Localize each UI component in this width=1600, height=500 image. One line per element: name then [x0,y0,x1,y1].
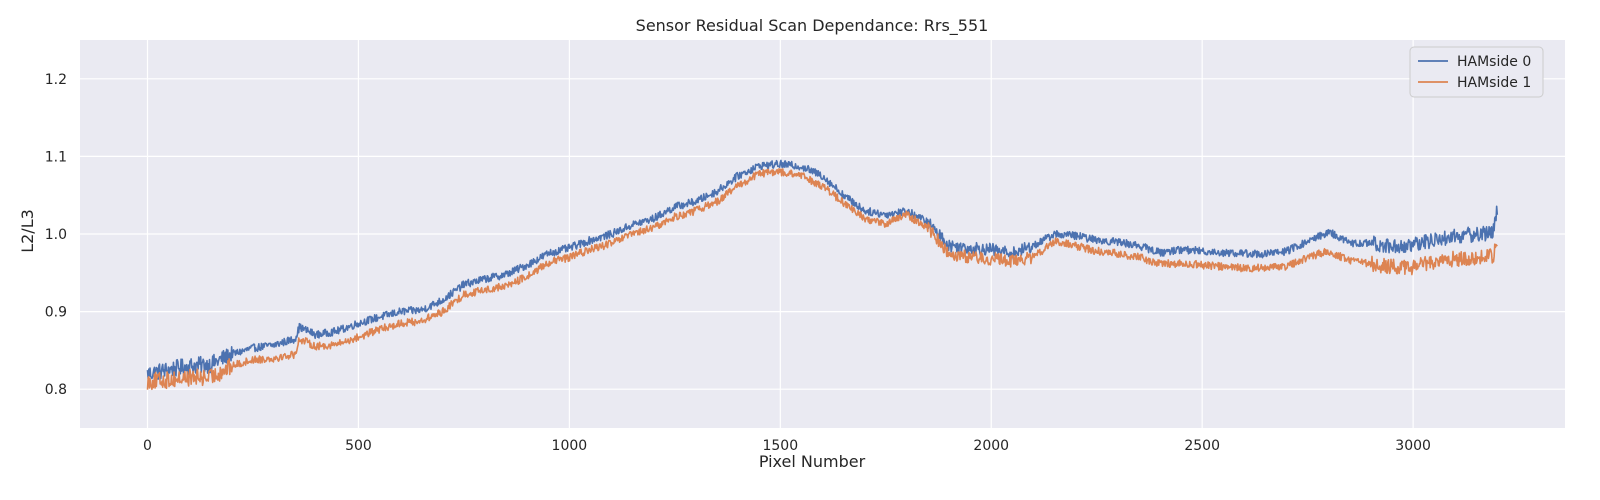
series-line-0 [146,159,1499,381]
series-layer [146,159,1499,391]
legend-label-0: HAMside 0 [1457,54,1531,70]
x-tick-label: 1500 [762,438,798,454]
x-axis: 0 500 1000 1500 2000 2500 3000 [143,438,1431,454]
x-tick-label: 0 [143,438,152,454]
x-tick-label: 2000 [973,438,1009,454]
y-tick-label: 1.0 [45,227,67,243]
legend-label-1: HAMside 1 [1457,75,1531,91]
legend: HAMside 0 HAMside 1 [1409,46,1544,98]
x-tick-label: 3000 [1395,438,1431,454]
y-tick-label: 0.9 [45,305,67,321]
x-axis-label: Pixel Number [759,452,866,471]
x-tick-label: 2500 [1184,438,1220,454]
y-tick-label: 0.8 [45,382,67,398]
y-axis-label: L2/L3 [18,209,37,253]
chart-title: Sensor Residual Scan Dependance: Rrs_551 [636,16,989,36]
series-line-1 [146,168,1498,391]
y-tick-label: 1.1 [45,149,67,165]
y-axis: 0.8 0.9 1.0 1.1 1.2 [45,72,67,398]
x-tick-label: 500 [345,438,372,454]
x-tick-label: 1000 [552,438,588,454]
legend-box [1409,46,1544,98]
y-tick-label: 1.2 [45,72,67,88]
